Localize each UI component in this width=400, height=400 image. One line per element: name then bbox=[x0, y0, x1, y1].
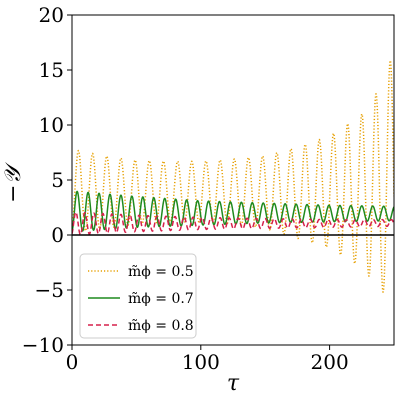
x-tick-label: 0 bbox=[66, 350, 79, 374]
legend-label: m̃ϕ = 0.5 bbox=[128, 264, 194, 280]
x-axis-label: τ bbox=[227, 371, 240, 396]
y-axis: −10 −5 0 5 10 15 20 bbox=[22, 3, 72, 357]
y-tick-label: 0 bbox=[51, 223, 64, 247]
y-tick-label: −5 bbox=[35, 278, 64, 302]
legend-box bbox=[79, 253, 197, 339]
y-tick-label: 10 bbox=[39, 113, 64, 137]
y-tick-label: 20 bbox=[39, 3, 64, 27]
series-line bbox=[72, 211, 394, 236]
y-axis-label: −𝒴 bbox=[1, 161, 26, 202]
legend: m̃ϕ = 0.5 m̃ϕ = 0.7 m̃ϕ = 0.8 bbox=[79, 253, 197, 339]
x-axis: 0 100 200 bbox=[66, 345, 349, 374]
x-tick-label: 100 bbox=[182, 350, 220, 374]
series-layer bbox=[72, 59, 394, 293]
legend-label: m̃ϕ = 0.8 bbox=[128, 318, 194, 334]
series-line bbox=[72, 190, 394, 232]
x-tick-label: 200 bbox=[311, 350, 349, 374]
y-tick-label: 5 bbox=[51, 168, 64, 192]
legend-label: m̃ϕ = 0.7 bbox=[128, 291, 194, 307]
y-tick-label: −10 bbox=[22, 333, 64, 357]
y-tick-label: 15 bbox=[39, 58, 64, 82]
